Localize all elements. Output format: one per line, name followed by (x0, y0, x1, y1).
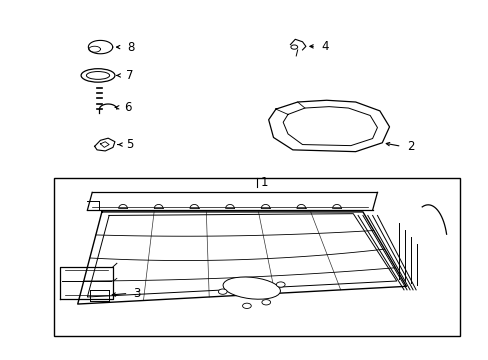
Ellipse shape (86, 72, 109, 79)
Ellipse shape (218, 289, 226, 294)
Ellipse shape (262, 300, 270, 305)
Text: 6: 6 (124, 101, 132, 114)
Text: 5: 5 (126, 138, 134, 151)
Text: 8: 8 (127, 41, 134, 54)
Ellipse shape (81, 69, 115, 82)
Ellipse shape (242, 303, 251, 309)
Text: 7: 7 (125, 69, 133, 82)
Bar (53, 178, 459, 336)
Text: 3: 3 (133, 287, 141, 300)
Text: 1: 1 (260, 176, 267, 189)
Ellipse shape (223, 277, 280, 299)
Ellipse shape (290, 45, 297, 49)
Ellipse shape (276, 282, 285, 287)
Text: 2: 2 (407, 140, 414, 153)
Text: 4: 4 (321, 40, 329, 53)
